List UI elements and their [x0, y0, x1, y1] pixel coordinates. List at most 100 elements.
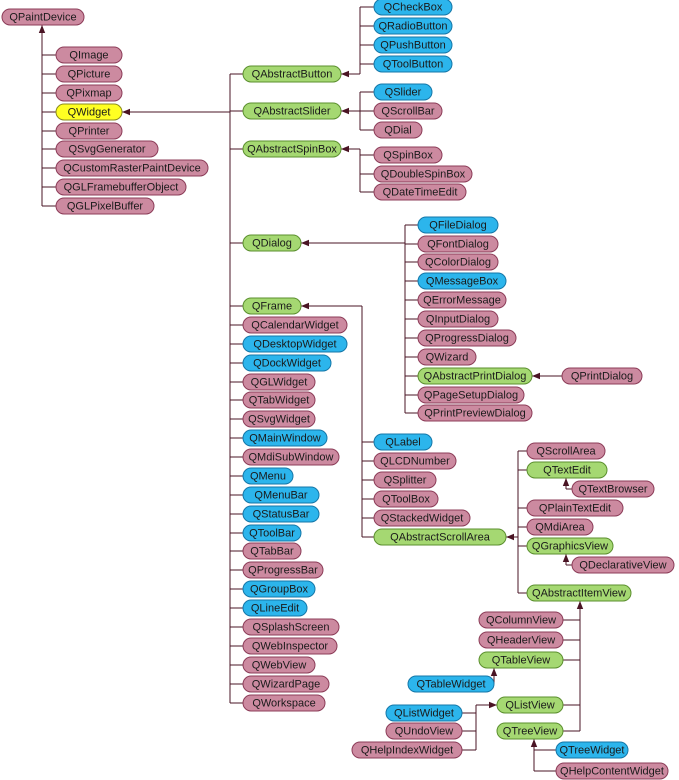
- class-label: QHelpIndexWidget: [361, 744, 453, 756]
- class-label: QGroupBox: [250, 583, 309, 595]
- class-node: [55, 84, 123, 102]
- class-node: [242, 410, 316, 428]
- class-node: [373, 146, 443, 164]
- class-node: [55, 159, 209, 177]
- class-node: [242, 524, 302, 542]
- class-label: QLCDNumber: [380, 455, 450, 467]
- class-node: [478, 611, 564, 629]
- class-label: QDialog: [252, 237, 292, 249]
- class-node: [417, 235, 499, 253]
- class-label: QHelpContentWidget: [560, 765, 664, 777]
- class-node: [417, 272, 507, 290]
- class-label: QSpinBox: [383, 149, 433, 161]
- class-node: [55, 46, 123, 64]
- class-node: [242, 467, 294, 485]
- class-node: [526, 584, 632, 602]
- class-node: [526, 442, 606, 460]
- class-label: QColumnView: [486, 614, 556, 626]
- class-node: [407, 675, 495, 693]
- class-node: [478, 631, 564, 649]
- connectors: [38, 6, 584, 772]
- class-label: QPixmap: [66, 87, 111, 99]
- class-node: [242, 140, 342, 158]
- class-node: [242, 429, 328, 447]
- class-label: QSlider: [385, 86, 422, 98]
- class-node: [555, 741, 629, 759]
- class-node: [373, 165, 473, 183]
- class-label: QPlainTextEdit: [539, 502, 611, 514]
- class-label: QGraphicsView: [532, 540, 608, 552]
- class-label: QFileDialog: [429, 219, 486, 231]
- class-label: QSvgGenerator: [68, 143, 145, 155]
- class-node: [373, 528, 507, 546]
- class-label: QWizardPage: [252, 678, 320, 690]
- class-node: [496, 696, 564, 714]
- class-node: [242, 65, 342, 83]
- class-label: QProgressBar: [248, 564, 318, 576]
- class-label: QErrorMessage: [423, 294, 501, 306]
- class-node: [55, 65, 123, 83]
- class-node: [351, 741, 463, 759]
- class-label: QPicture: [68, 68, 111, 80]
- class-node: [373, 452, 457, 470]
- class-label: QTreeWidget: [559, 744, 624, 756]
- class-label: QPushButton: [380, 39, 445, 51]
- class-label: QListWidget: [394, 707, 454, 719]
- class-label: QMdiSubWindow: [249, 451, 334, 463]
- class-label: QLabel: [385, 436, 420, 448]
- class-label: QGLPixelBuffer: [67, 200, 144, 212]
- class-label: QToolBox: [382, 493, 430, 505]
- class-label: QTabWidget: [249, 394, 310, 406]
- class-node: [526, 537, 614, 555]
- class-label: QHeaderView: [487, 634, 555, 646]
- class-label: QAbstractItemView: [532, 587, 626, 599]
- class-node: [55, 103, 123, 121]
- class-node: [242, 561, 324, 579]
- class-node: [373, 121, 423, 139]
- class-label: QColorDialog: [425, 256, 491, 268]
- class-node: [242, 656, 316, 674]
- class-node: [373, 490, 439, 508]
- class-label: QUndoView: [395, 725, 454, 737]
- class-label: QWizard: [426, 351, 469, 363]
- class-node: [242, 505, 320, 523]
- class-label: QGLWidget: [251, 376, 308, 388]
- class-node: [417, 386, 525, 404]
- class-label: QWidget: [68, 106, 111, 118]
- class-node: [242, 373, 316, 391]
- class-label: QInputDialog: [426, 313, 490, 325]
- class-node: [526, 499, 624, 517]
- class-node: [373, 83, 433, 101]
- class-label: QMdiArea: [535, 521, 585, 533]
- class-label: QSplashScreen: [252, 621, 329, 633]
- class-node: [373, 102, 443, 120]
- class-node: [373, 471, 437, 489]
- class-label: QCalendarWidget: [251, 319, 338, 331]
- class-node: [55, 197, 155, 215]
- class-label: QDial: [384, 124, 412, 136]
- class-node: [373, 0, 453, 16]
- class-label: QLineEdit: [251, 602, 299, 614]
- class-label: QSvgWidget: [248, 413, 310, 425]
- class-node: [385, 704, 463, 722]
- class-node: [242, 354, 332, 372]
- class-node: [242, 448, 340, 466]
- class-label: QRadioButton: [378, 20, 447, 32]
- class-node: [417, 216, 499, 234]
- class-label: QWorkspace: [252, 697, 315, 709]
- class-label: QTableWidget: [416, 678, 485, 690]
- class-node: [417, 329, 517, 347]
- class-label: QFontDialog: [427, 238, 489, 250]
- class-label: QAbstractPrintDialog: [424, 370, 527, 382]
- class-node: [242, 234, 302, 252]
- class-node: [373, 36, 453, 54]
- class-label: QSplitter: [384, 474, 427, 486]
- class-label: QPaintDevice: [9, 11, 76, 23]
- class-label: QToolButton: [383, 58, 444, 70]
- class-node: [242, 580, 316, 598]
- class-node: [242, 391, 316, 409]
- class-label: QScrollArea: [536, 445, 596, 457]
- class-node: [242, 335, 348, 353]
- class-node: [571, 556, 675, 574]
